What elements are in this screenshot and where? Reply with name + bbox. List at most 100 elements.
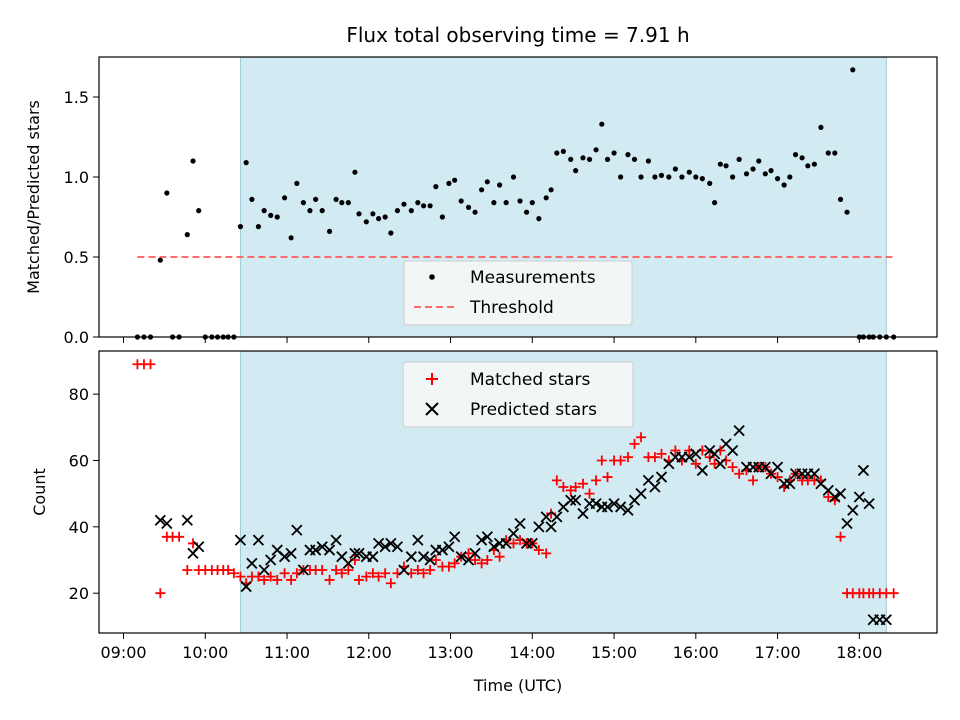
count-y-tick-label: 40 — [69, 518, 89, 537]
measurement-point — [844, 209, 850, 215]
x-tick-label: 16:00 — [673, 643, 719, 662]
measurement-point — [543, 195, 549, 201]
predicted-star-marker — [481, 531, 493, 543]
predicted-star-marker — [297, 564, 310, 576]
predicted-star-marker — [829, 491, 841, 503]
ratio-legend: Measurements Threshold — [403, 260, 633, 326]
measurement-point — [333, 196, 339, 202]
matched-star-marker — [709, 458, 720, 469]
measurement-point — [787, 174, 793, 180]
predicted-star-marker — [291, 524, 303, 536]
matched-star-marker — [253, 571, 264, 582]
predicted-star-marker — [455, 551, 467, 563]
matched-star-marker — [551, 475, 562, 486]
matched-star-marker — [470, 555, 481, 566]
matched-star-marker — [690, 458, 701, 469]
predicted-star-marker — [708, 448, 721, 460]
predicted-star-marker — [714, 458, 726, 470]
matched-star-marker — [541, 548, 552, 559]
measurement-point — [446, 180, 452, 186]
ratio-panel: 0.0 0.5 1.0 1.5 Matched/Predicted stars Mea… — [24, 56, 938, 347]
matched-star-marker — [367, 568, 378, 579]
matched-star-marker — [823, 491, 834, 502]
matched-star-marker — [602, 472, 613, 483]
matched-star-marker — [279, 568, 290, 579]
measurement-point — [774, 176, 781, 182]
measurement-point — [818, 124, 824, 130]
predicted-star-marker — [551, 511, 563, 523]
figure-title: Flux total observing time = 7.91 h — [346, 23, 689, 47]
predicted-star-marker — [353, 547, 365, 560]
measurement-point — [523, 209, 530, 215]
matched-star-marker — [596, 455, 607, 466]
predicted-star-marker — [514, 517, 526, 530]
matched-star-marker — [591, 475, 602, 486]
predicted-star-marker — [330, 534, 342, 546]
predicted-star-marker — [570, 494, 582, 506]
measurement-point — [363, 219, 369, 225]
x-tick-label: 14:00 — [509, 643, 555, 662]
matched-star-marker — [373, 571, 384, 582]
predicted-star-marker — [614, 501, 627, 513]
measurement-point — [560, 148, 566, 154]
matched-star-marker — [570, 482, 581, 493]
predicted-star-marker — [500, 537, 512, 550]
measurement-point — [307, 208, 313, 214]
measurement-point — [352, 169, 358, 175]
measurement-point — [554, 150, 560, 156]
predicted-star-marker — [847, 504, 859, 516]
measurement-point — [237, 224, 244, 230]
measurement-point — [611, 150, 617, 156]
measurement-point — [294, 180, 300, 186]
measurement-point — [300, 200, 306, 206]
matched-star-marker — [629, 438, 640, 449]
predicted-star-marker — [565, 494, 577, 506]
measurement-point — [805, 163, 811, 169]
legend-matched-label: Matched stars — [470, 370, 590, 390]
measurement-point — [388, 230, 394, 236]
measurement-point — [750, 166, 756, 172]
predicted-star-marker — [841, 517, 853, 530]
x-axis-label: Time (UTC) — [473, 676, 562, 695]
measurement-point — [666, 174, 672, 180]
predicted-star-marker — [526, 537, 538, 550]
matched-star-marker — [235, 571, 246, 582]
predicted-star-marker — [316, 541, 328, 553]
legend-measurements-label: Measurements — [470, 268, 596, 288]
measurement-point — [261, 208, 267, 214]
predicted-star-marker — [412, 534, 424, 546]
measurement-point — [529, 200, 535, 206]
measurement-point — [536, 216, 542, 222]
matched-star-marker — [704, 452, 715, 463]
predicted-star-marker — [863, 497, 875, 510]
predicted-star-marker — [372, 537, 385, 550]
matched-star-marker — [584, 488, 595, 499]
ratio-legend-box — [403, 260, 633, 326]
measurement-point — [792, 152, 799, 158]
matched-star-marker — [656, 448, 667, 459]
matched-star-marker — [418, 568, 429, 579]
measurement-point — [723, 163, 729, 169]
matched-star-marker — [558, 482, 569, 493]
measurement-point — [190, 158, 196, 164]
predicted-star-marker — [649, 481, 661, 493]
predicted-star-marker — [436, 544, 449, 556]
matched-star-marker — [727, 462, 738, 473]
measurement-point — [484, 179, 490, 185]
measurement-point — [433, 184, 439, 190]
predicted-star-marker — [834, 488, 847, 500]
predicted-star-marker — [590, 497, 602, 510]
measurement-point — [427, 203, 433, 209]
matched-star-marker — [385, 578, 396, 589]
predicted-star-marker — [193, 541, 205, 553]
measurement-point — [401, 201, 407, 207]
matched-star-marker — [636, 432, 647, 443]
matched-star-marker — [430, 555, 441, 566]
matched-star-marker — [412, 564, 423, 575]
predicted-star-marker — [379, 541, 391, 553]
count-legend-box — [402, 361, 634, 428]
measurement-point — [370, 211, 376, 217]
measurement-point — [313, 196, 319, 202]
predicted-star-marker — [310, 544, 322, 556]
measurement-point — [281, 195, 288, 201]
